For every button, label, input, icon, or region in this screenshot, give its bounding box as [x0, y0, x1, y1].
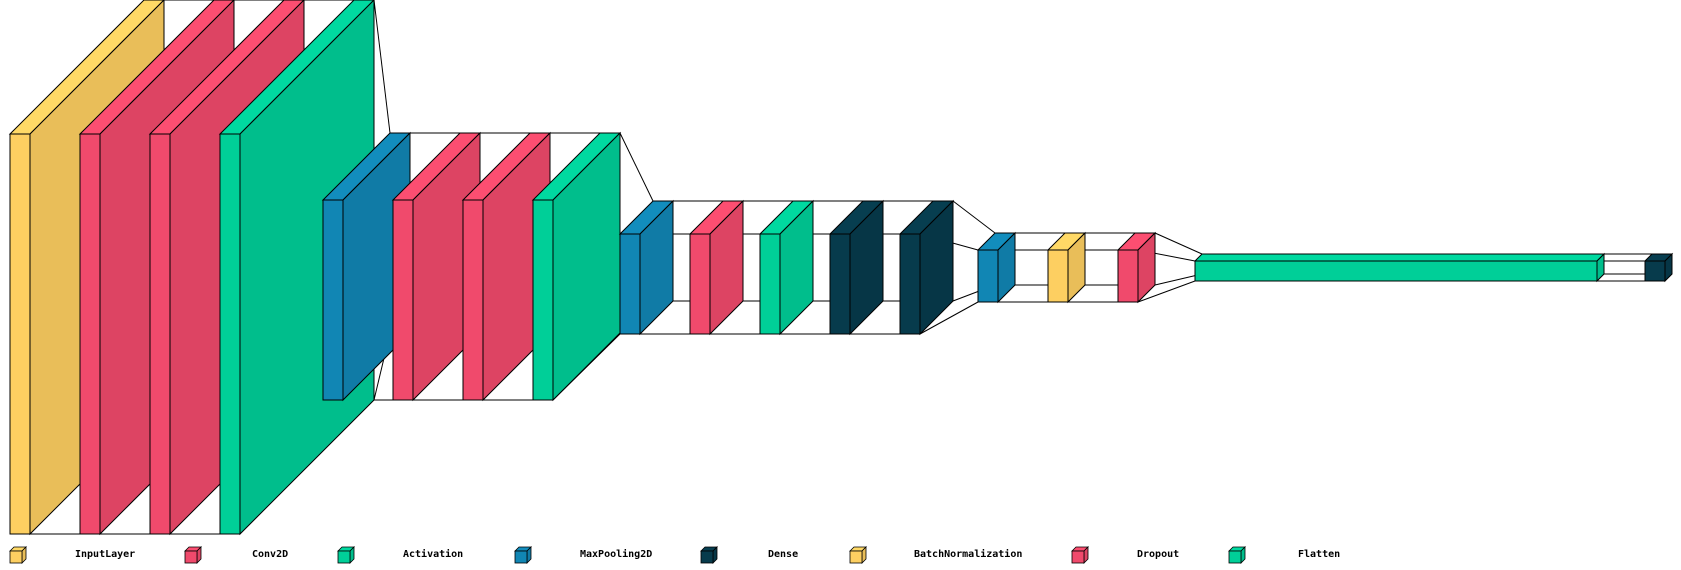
layer-block-batch-normalization [1046, 231, 1087, 304]
legend-swatch [9, 550, 23, 564]
connector-line [919, 301, 979, 335]
legend-label: Flatten [1298, 549, 1340, 560]
legend-label: Activation [403, 548, 463, 560]
connector-line [619, 132, 654, 202]
legend-label: Dense [768, 549, 798, 560]
layer-front-face [392, 199, 414, 401]
layer-front-face [1644, 260, 1666, 282]
layer-front-face [9, 133, 31, 535]
legend-swatch [1228, 550, 1242, 564]
layer-front-face [1194, 260, 1598, 282]
layer-block-dense [1643, 252, 1674, 283]
legend-swatch [849, 550, 863, 564]
layer-block-dense [828, 199, 885, 336]
layer-front-face [79, 133, 101, 535]
layer-block-flatten [1193, 252, 1606, 283]
connector-line [1154, 273, 1203, 286]
legend-label: InputLayer [75, 549, 135, 560]
legend-label: Conv2D [252, 549, 288, 560]
connector-line [1154, 232, 1203, 255]
legend-item-activation: Activation [337, 546, 463, 564]
legend-item-input-layer: InputLayer [9, 546, 135, 564]
layer-block-max-pooling2-d [618, 199, 675, 336]
layer-front-face [619, 233, 641, 335]
layer-front-face [532, 199, 554, 401]
layer-front-face [977, 249, 999, 303]
layer-front-face [149, 133, 171, 535]
layer-front-face [899, 233, 921, 335]
layer-block-max-pooling2-d [976, 231, 1017, 304]
layer-block-dropout [1116, 231, 1157, 304]
legend-item-dense: Dense [700, 546, 798, 564]
layer-block-dense [898, 199, 955, 336]
connector-line [373, 0, 391, 134]
layer-top-face [1193, 253, 1606, 262]
layer-block-activation [758, 199, 815, 336]
layer-front-face [462, 199, 484, 401]
legend-item-max-pooling2-d: MaxPooling2D [514, 546, 652, 564]
legend-item-flatten: Flatten [1228, 546, 1340, 564]
legend-swatch [514, 550, 528, 564]
layer-block-conv2-d [688, 199, 745, 336]
legend-label: BatchNormalization [914, 548, 1022, 560]
layer-front-face [829, 233, 851, 335]
legend-item-conv2-d: Conv2D [184, 546, 288, 564]
connector-line [1137, 280, 1196, 303]
layer-front-face [759, 233, 781, 335]
layer-front-face [219, 133, 241, 535]
legend-swatch [337, 550, 351, 564]
legend-swatch [700, 550, 714, 564]
layer-front-face [689, 233, 711, 335]
legend-label: MaxPooling2D [580, 548, 652, 560]
legend-label: Dropout [1137, 549, 1179, 560]
legend-item-dropout: Dropout [1071, 546, 1179, 564]
legend-swatch [184, 550, 198, 564]
layer-front-face [1117, 249, 1139, 303]
layer-block-activation [531, 131, 622, 402]
legend-item-batch-normalization: BatchNormalization [849, 546, 1022, 564]
connector-line [952, 200, 996, 234]
layer-boxes [8, 0, 1674, 536]
legend-swatch [1071, 550, 1085, 564]
layer-front-face [1047, 249, 1069, 303]
legend: InputLayer Conv2D Activation MaxPooling2D De… [9, 546, 1340, 564]
layer-front-face [322, 199, 344, 401]
